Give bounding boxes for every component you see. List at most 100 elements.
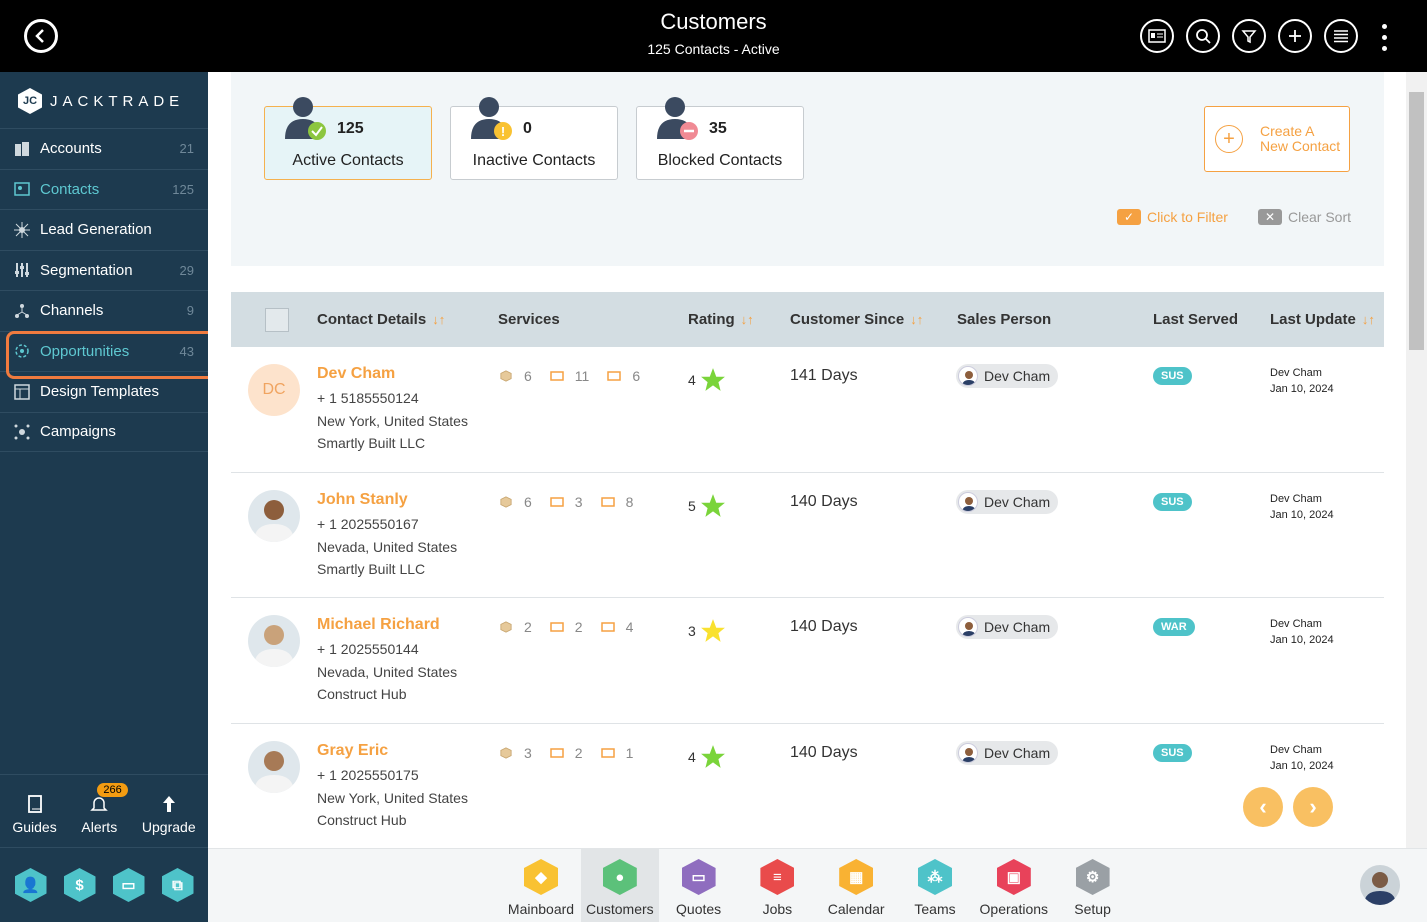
upgrade-button[interactable]: Upgrade bbox=[142, 795, 196, 847]
logo-text: JACKTRADE bbox=[50, 92, 185, 110]
sidebar-item-segmentation[interactable]: Segmentation 29 bbox=[0, 249, 208, 291]
sidebar-item-label: Accounts bbox=[40, 140, 102, 158]
sales-person-chip[interactable]: Dev Cham bbox=[956, 364, 1059, 388]
sidebar-item-channels[interactable]: Channels 9 bbox=[0, 290, 208, 331]
user-app-icon[interactable]: 👤 bbox=[14, 868, 47, 902]
table-row[interactable]: Michael Richard + 1 2025550144 Nevada, U… bbox=[231, 598, 1384, 724]
filter-button[interactable] bbox=[1232, 19, 1266, 53]
col-contact-details[interactable]: Contact Details ↓↑ bbox=[317, 311, 445, 328]
blocked-contacts-card[interactable]: 35 Blocked Contacts bbox=[636, 97, 804, 180]
sidebar-item-label: Channels bbox=[40, 302, 104, 320]
logo-icon: JC bbox=[18, 88, 42, 114]
hexagon-icon bbox=[500, 621, 512, 633]
back-button[interactable] bbox=[24, 19, 58, 53]
table-row[interactable]: John Stanly + 1 2025550167 Nevada, Unite… bbox=[231, 472, 1384, 599]
campaigns-icon bbox=[13, 424, 31, 440]
sidebar-item-label: Design Templates bbox=[40, 383, 159, 401]
services: 6 11 6 bbox=[499, 368, 640, 384]
col-customer-since[interactable]: Customer Since ↓↑ bbox=[790, 311, 923, 328]
app-operations[interactable]: ▣ Operations bbox=[975, 849, 1053, 922]
card-count: 125 bbox=[337, 120, 364, 137]
search-button[interactable] bbox=[1186, 19, 1220, 53]
service-count: 1 bbox=[625, 744, 634, 761]
sidebar-item-design-templates[interactable]: Design Templates bbox=[0, 371, 208, 412]
app-teams[interactable]: ⁂ Teams bbox=[896, 849, 974, 922]
app-calendar[interactable]: ▦ Calendar bbox=[817, 849, 895, 922]
app-mainboard[interactable]: ◆ Mainboard bbox=[502, 849, 580, 922]
setup-icon: ⚙ bbox=[1075, 859, 1110, 895]
service-count: 8 bbox=[625, 493, 634, 510]
sales-person-chip[interactable]: Dev Cham bbox=[956, 740, 1059, 765]
col-label: Sales Person bbox=[957, 311, 1052, 328]
updated-date: Jan 10, 2024 bbox=[1270, 759, 1334, 772]
upgrade-arrow-icon bbox=[162, 796, 175, 812]
app-setup[interactable]: ⚙ Setup bbox=[1054, 849, 1132, 922]
sidebar-item-contacts[interactable]: Contacts 125 bbox=[0, 168, 208, 210]
next-page-button[interactable]: › bbox=[1293, 787, 1333, 827]
sidebar-item-accounts[interactable]: Accounts 21 bbox=[0, 128, 208, 169]
guides-label: Guides bbox=[12, 819, 57, 835]
calendar-icon: ▦ bbox=[839, 859, 874, 895]
user-avatar[interactable] bbox=[1360, 865, 1400, 905]
rating: 5 bbox=[688, 493, 726, 519]
contact-name[interactable]: Michael Richard bbox=[317, 616, 440, 634]
app-quotes[interactable]: ▭ Quotes bbox=[660, 849, 738, 922]
table-row[interactable]: DC Dev Cham + 1 5185550124 New York, Uni… bbox=[231, 347, 1384, 473]
more-icon[interactable] bbox=[1381, 24, 1387, 51]
contact-name[interactable]: Gray Eric bbox=[317, 741, 389, 759]
guides-button[interactable]: Guides bbox=[12, 795, 57, 847]
create-contact-button[interactable]: + Create A New Contact bbox=[1204, 106, 1350, 172]
share-app-icon[interactable]: ⧉ bbox=[161, 868, 194, 902]
sales-person-name: Dev Cham bbox=[984, 619, 1051, 636]
services: 6 3 8 bbox=[499, 494, 633, 510]
sidebar-item-opportunities[interactable]: Opportunities 43 bbox=[0, 330, 208, 372]
contact-phone: + 1 2025550175 bbox=[317, 766, 419, 783]
sales-person-name: Dev Cham bbox=[984, 493, 1051, 510]
create-line2: New Contact bbox=[1260, 138, 1341, 154]
sort-icon[interactable]: ↓↑ bbox=[740, 312, 754, 327]
dollar-app-icon[interactable]: $ bbox=[63, 868, 96, 902]
sales-person-chip[interactable]: Dev Cham bbox=[956, 615, 1059, 640]
col-last-update[interactable]: Last Update ↓↑ bbox=[1270, 311, 1375, 328]
contact-name[interactable]: John Stanly bbox=[317, 490, 408, 508]
customer-since: 140 Days bbox=[790, 743, 858, 761]
sidebar-item-label: Contacts bbox=[40, 180, 100, 198]
sidebar-bottom: Guides 266 Alerts Upgrade bbox=[0, 774, 208, 848]
sidebar-item-count: 43 bbox=[179, 343, 194, 359]
app-label: Teams bbox=[914, 901, 956, 917]
col-label: Customer Since bbox=[790, 311, 905, 328]
sidebar-item-campaigns[interactable]: Campaigns bbox=[0, 411, 208, 452]
alerts-button[interactable]: 266 Alerts bbox=[81, 783, 128, 847]
operations-icon: ▣ bbox=[996, 859, 1031, 895]
scrollbar[interactable] bbox=[1406, 72, 1427, 848]
active-contacts-card[interactable]: 125 Active Contacts bbox=[264, 97, 432, 180]
app-customers[interactable]: ● Customers bbox=[580, 849, 659, 922]
contact-card-button[interactable] bbox=[1140, 19, 1174, 53]
col-rating[interactable]: Rating ↓↑ bbox=[688, 311, 754, 328]
add-button[interactable] bbox=[1278, 19, 1312, 53]
inactive-contacts-card[interactable]: ! 0 Inactive Contacts bbox=[450, 97, 618, 180]
click-to-filter-link[interactable]: ✓ Click to Filter bbox=[1117, 209, 1228, 225]
prev-page-button[interactable]: ‹ bbox=[1243, 787, 1283, 827]
updated-date: Jan 10, 2024 bbox=[1270, 634, 1334, 647]
col-label: Last Update bbox=[1270, 311, 1356, 328]
card-app-icon[interactable]: ▭ bbox=[112, 868, 145, 902]
sort-icon[interactable]: ↓↑ bbox=[910, 312, 924, 327]
app-jobs[interactable]: ≡ Jobs bbox=[738, 849, 816, 922]
sales-person-chip[interactable]: Dev Cham bbox=[956, 489, 1059, 514]
sidebar-item-lead-generation[interactable]: Lead Generation bbox=[0, 209, 208, 250]
last-update: Dev Cham Jan 10, 2024 bbox=[1270, 742, 1334, 774]
select-all-checkbox[interactable] bbox=[265, 308, 289, 332]
table-row[interactable]: Gray Eric + 1 2025550175 New York, Unite… bbox=[231, 723, 1384, 850]
close-tag-icon: ✕ bbox=[1258, 209, 1282, 225]
updated-by: Dev Cham bbox=[1270, 618, 1322, 631]
sort-icon[interactable]: ↓↑ bbox=[432, 312, 446, 327]
clear-sort-link[interactable]: ✕ Clear Sort bbox=[1258, 209, 1351, 225]
col-label: Last Served bbox=[1153, 311, 1239, 328]
scroll-thumb[interactable] bbox=[1409, 92, 1424, 350]
contact-name[interactable]: Dev Cham bbox=[317, 365, 396, 382]
service-count: 6 bbox=[524, 493, 532, 510]
chevron-left-icon: ‹ bbox=[1259, 794, 1267, 819]
sort-icon[interactable]: ↓↑ bbox=[1361, 312, 1375, 327]
list-button[interactable] bbox=[1324, 19, 1358, 53]
